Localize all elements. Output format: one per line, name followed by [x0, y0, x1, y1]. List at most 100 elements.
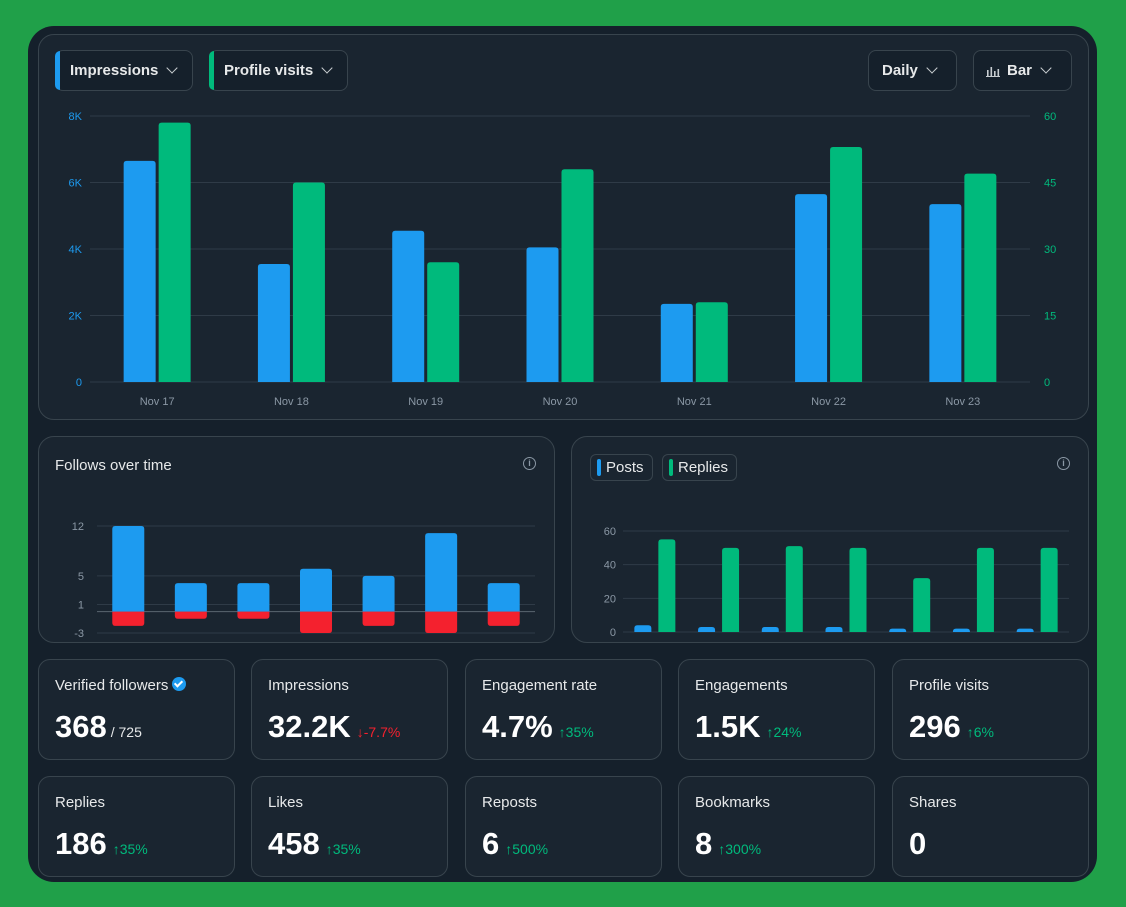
x-tick-label: Nov 23: [945, 396, 980, 408]
follows-bar: [112, 526, 145, 612]
follows-bar: [237, 583, 270, 612]
stat-label-text: Engagements: [695, 677, 788, 694]
stat-change: ↑35%: [113, 841, 148, 857]
impressions-bar: [392, 230, 425, 382]
y-tick-label: 40: [604, 560, 616, 572]
stat-change-value: 300%: [725, 841, 762, 857]
stat-change: ↓-7.7%: [357, 724, 401, 740]
stat-value: 458: [268, 826, 320, 861]
profile-visits-bar: [158, 122, 191, 383]
chart-type-dropdown[interactable]: Bar: [973, 50, 1072, 91]
stat-label: Verified followers: [55, 677, 187, 694]
stat-label-text: Impressions: [268, 677, 349, 694]
y-tick-label: 5: [78, 571, 84, 583]
posts-bar: [634, 625, 652, 632]
stat-card-reposts[interactable]: Reposts 6 ↑500%: [465, 776, 662, 877]
stat-change-value: -7.7%: [363, 724, 401, 740]
stat-change-value: 35%: [119, 841, 148, 857]
stat-label-text: Shares: [909, 794, 957, 811]
y-right-tick-label: 15: [1044, 311, 1056, 323]
arrow-up-icon: ↑: [558, 724, 566, 740]
stat-change-value: 6%: [973, 724, 994, 740]
stat-value: 0: [909, 826, 927, 861]
stat-label: Shares: [909, 794, 957, 811]
y-tick-label: 60: [604, 526, 616, 538]
metric2-dropdown[interactable]: Profile visits: [209, 50, 348, 91]
stat-label: Engagements: [695, 677, 788, 694]
stat-change-value: 500%: [512, 841, 549, 857]
follows-bar: [174, 583, 207, 612]
y-tick-label: 0: [610, 627, 616, 638]
arrow-up-icon: ↑: [325, 841, 333, 857]
unfollows-bar: [112, 611, 145, 626]
arrow-up-icon: ↑: [966, 724, 974, 740]
follows-title: Follows over time: [55, 457, 172, 474]
stat-card-likes[interactable]: Likes 458 ↑35%: [251, 776, 448, 877]
analytics-dashboard: Impressions Profile visits Daily Bar 0 2K…: [28, 26, 1097, 882]
impressions-bar: [526, 247, 559, 382]
replies-legend[interactable]: Replies: [662, 454, 738, 481]
posts-bar: [698, 626, 716, 632]
unfollows-bar: [362, 611, 395, 626]
posts-legend-label: Posts: [606, 459, 644, 476]
stat-change: ↑35%: [326, 841, 361, 857]
replies-bar: [913, 578, 931, 632]
stat-value-row: 32.2K ↓-7.7%: [268, 709, 400, 745]
y-left-tick-label: 8K: [69, 111, 83, 123]
metric2-label: Profile visits: [224, 62, 314, 79]
stat-card-impressions[interactable]: Impressions 32.2K ↓-7.7%: [251, 659, 448, 760]
stat-value-row: 8 ↑300%: [695, 826, 761, 862]
x-tick-label: Nov 21: [677, 396, 712, 408]
stat-card-bookmarks[interactable]: Bookmarks 8 ↑300%: [678, 776, 875, 877]
stat-label-text: Engagement rate: [482, 677, 598, 694]
x-tick-label: Nov 19: [408, 396, 443, 408]
stat-change-value: 35%: [565, 724, 594, 740]
impressions-bar: [257, 263, 290, 382]
stat-card-engagements[interactable]: Engagements 1.5K ↑24%: [678, 659, 875, 760]
stat-card-profile-visits[interactable]: Profile visits 296 ↑6%: [892, 659, 1089, 760]
y-right-tick-label: 45: [1044, 178, 1056, 190]
info-icon[interactable]: i: [523, 457, 536, 470]
replies-bar: [976, 547, 994, 632]
stat-total: / 725: [110, 724, 142, 740]
x-tick-label: Nov 20: [543, 396, 578, 408]
metric1-dropdown[interactable]: Impressions: [55, 50, 193, 91]
stat-card-replies[interactable]: Replies 186 ↑35%: [38, 776, 235, 877]
replies-bar: [849, 547, 867, 632]
y-right-tick-label: 0: [1044, 377, 1050, 389]
posts-bar: [1016, 628, 1034, 632]
stat-label-text: Verified followers: [55, 677, 169, 694]
stat-label-text: Reposts: [482, 794, 538, 811]
info-icon[interactable]: i: [1057, 457, 1070, 470]
impressions-bar: [929, 204, 962, 382]
posts-panel: [571, 436, 1089, 643]
interval-dropdown[interactable]: Daily: [868, 50, 957, 91]
posts-legend[interactable]: Posts: [590, 454, 653, 481]
chevron-down-icon: [321, 62, 333, 74]
stat-card-engagement-rate[interactable]: Engagement rate 4.7% ↑35%: [465, 659, 662, 760]
stat-value: 6: [482, 826, 500, 861]
chevron-down-icon: [926, 62, 938, 74]
posts-bar: [889, 628, 907, 632]
stat-value-row: 186 ↑35%: [55, 826, 148, 862]
stat-change: ↑35%: [559, 724, 594, 740]
y-tick-label: 12: [72, 521, 84, 533]
stat-change-value: 35%: [332, 841, 361, 857]
y-tick-label: 1: [78, 599, 84, 611]
arrow-up-icon: ↑: [766, 724, 774, 740]
metric2-color-indicator: [209, 51, 214, 90]
stat-card-shares[interactable]: Shares 0: [892, 776, 1089, 877]
posts-bar: [825, 626, 843, 632]
stat-value-row: 458 ↑35%: [268, 826, 361, 862]
follows-bar: [425, 533, 458, 612]
posts-bar: [761, 626, 779, 632]
impressions-bar: [660, 303, 693, 382]
x-tick-label: Nov 18: [274, 396, 309, 408]
stat-value: 368: [55, 709, 107, 744]
stat-card-verified-followers[interactable]: Verified followers 368/ 725: [38, 659, 235, 760]
stat-value-row: 4.7% ↑35%: [482, 709, 594, 745]
metric1-label: Impressions: [70, 62, 159, 79]
stat-value: 186: [55, 826, 107, 861]
stat-value: 4.7%: [482, 709, 553, 744]
stat-value: 1.5K: [695, 709, 761, 744]
